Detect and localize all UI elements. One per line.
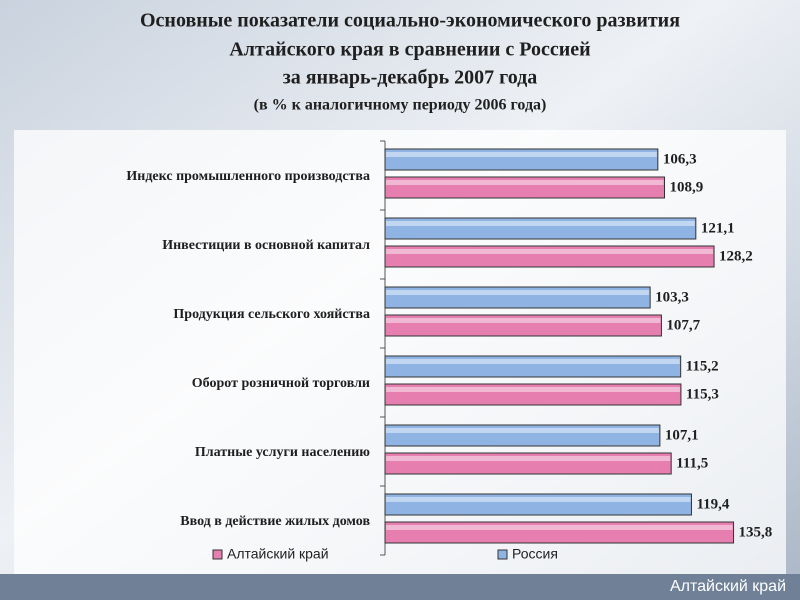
bar (384, 424, 661, 447)
bar-shine (386, 497, 691, 502)
category-label: Платные услуги населению (195, 445, 370, 460)
bar (384, 383, 682, 406)
bar-shine (386, 456, 671, 461)
title-line: Алтайского края в сравнении с Россией (229, 39, 590, 61)
bar (384, 148, 659, 171)
bar (384, 245, 715, 268)
category-label: Индекс промышленного производства (126, 169, 370, 184)
bar (384, 355, 682, 378)
bar-shine (386, 387, 680, 392)
value-label: 128,2 (719, 248, 753, 264)
bar (384, 452, 672, 475)
bar-shine (386, 152, 657, 157)
bar-shine (386, 221, 695, 226)
value-label: 119,4 (696, 496, 729, 512)
legend-swatch (497, 549, 508, 560)
footer: Алтайский край (670, 578, 786, 595)
footer-bar (0, 574, 800, 600)
value-label: 103,3 (655, 289, 689, 305)
title-line: за январь-декабрь 2007 года (283, 67, 538, 89)
category-label: Оборот розничной торговли (192, 376, 370, 391)
category-label: Ввод в действие жилых домов (180, 514, 370, 529)
legend-label: Алтайский край (227, 546, 329, 562)
bar-shine (386, 428, 659, 433)
legend-label: Россия (512, 546, 558, 562)
bar-shine (386, 359, 680, 364)
bar-shine (386, 525, 733, 530)
bar (384, 217, 697, 240)
legend-swatch (212, 549, 223, 560)
bar-shine (386, 180, 664, 185)
category-label: Инвестиции в основной капитал (162, 238, 370, 253)
bar (384, 314, 662, 337)
value-label: 106,3 (663, 151, 697, 167)
title-line: Основные показатели социально-экономичес… (140, 10, 680, 32)
value-label: 135,8 (739, 524, 773, 540)
value-label: 115,2 (686, 358, 719, 374)
bar (384, 286, 651, 309)
bar-shine (386, 290, 650, 295)
bar (384, 493, 692, 516)
value-label: 115,3 (686, 386, 719, 402)
value-label: 107,7 (666, 317, 700, 333)
value-label: 108,9 (670, 179, 704, 195)
bar-shine (386, 318, 661, 323)
category-label: Продукция сельского хояйства (173, 307, 370, 322)
bar-shine (386, 249, 714, 254)
value-label: 121,1 (701, 220, 735, 236)
bar (384, 521, 735, 544)
bar (384, 176, 666, 199)
value-label: 107,1 (665, 427, 699, 443)
value-label: 111,5 (676, 455, 708, 471)
subtitle: (в % к аналогичному периоду 2006 года) (254, 97, 547, 114)
